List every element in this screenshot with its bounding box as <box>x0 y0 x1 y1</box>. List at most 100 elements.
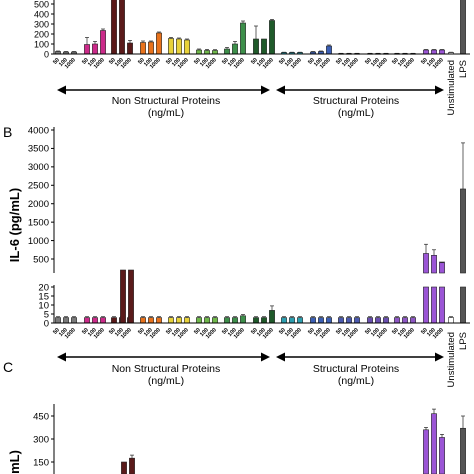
structural-label: Structural Proteins <box>313 363 399 375</box>
y-tick-label: 300 <box>33 434 49 445</box>
bar <box>111 317 117 324</box>
bar <box>423 49 429 55</box>
non-structural-unit: (ng/mL) <box>148 107 184 119</box>
structural-unit: (ng/mL) <box>338 107 374 119</box>
bar <box>196 49 202 55</box>
dose-tick-label: 50 <box>108 57 117 66</box>
bar <box>128 269 134 324</box>
bar <box>168 317 174 324</box>
bar <box>92 317 98 324</box>
bar <box>460 0 466 55</box>
bar <box>326 45 332 55</box>
bar <box>410 317 416 324</box>
non-structural-arrow-head-right <box>261 85 270 95</box>
dose-tick-label: 50 <box>137 57 146 66</box>
structural-arrow-head-right <box>435 352 444 362</box>
y-tick-label: 0 <box>44 318 49 329</box>
dose-tick-label: 100 <box>256 57 267 68</box>
bar <box>310 317 316 324</box>
dose-tick-label: 50 <box>250 327 259 336</box>
bar <box>84 317 90 324</box>
dose-tick-label: 100 <box>58 57 69 68</box>
non-structural-arrow-head-left <box>57 352 66 362</box>
dose-tick-label: 50 <box>307 57 316 66</box>
dose-tick-label: 100 <box>171 57 182 68</box>
dose-tick-label: 50 <box>193 57 202 66</box>
dose-tick-label: 100 <box>171 327 182 338</box>
bar <box>92 43 98 55</box>
non-structural-arrow-head-left <box>57 85 66 95</box>
dose-tick-label: 100 <box>143 57 154 68</box>
dose-tick-label: 100 <box>426 327 437 338</box>
bar <box>71 317 77 324</box>
bar <box>367 317 373 324</box>
bar <box>240 22 246 55</box>
bar <box>338 317 344 324</box>
structural-label: Structural Proteins <box>313 95 399 107</box>
bar <box>423 253 429 274</box>
y-tick-label: 3500 <box>28 144 49 155</box>
bar <box>448 317 454 324</box>
dose-tick-label: 50 <box>391 57 400 66</box>
structural-arrow-head-right <box>435 85 444 95</box>
dose-tick-label: 50 <box>81 57 90 66</box>
dose-tick-label: 50 <box>335 327 344 336</box>
dose-tick-label: 50 <box>307 327 316 336</box>
bar <box>224 48 230 55</box>
bar <box>176 38 182 55</box>
bar <box>460 286 466 324</box>
bar <box>204 50 210 55</box>
bar <box>460 427 466 474</box>
bar <box>156 317 162 324</box>
dose-tick-label: 50 <box>278 57 287 66</box>
dose-tick-label: 100 <box>227 327 238 338</box>
dose-tick-label: 100 <box>341 57 352 68</box>
y-tick-label: 3000 <box>28 162 49 173</box>
bar <box>176 317 182 324</box>
non-structural-label: Non Structural Proteins <box>112 363 221 375</box>
bar <box>460 188 466 274</box>
bar <box>269 20 275 55</box>
y-tick-label: 100 <box>34 39 49 49</box>
panel-letter-c: C <box>3 359 13 375</box>
bar <box>253 317 259 324</box>
bar <box>346 317 352 324</box>
bar <box>326 317 332 324</box>
y-tick-label: 300 <box>34 19 49 29</box>
dose-tick-label: 100 <box>341 327 352 338</box>
non-structural-unit: (ng/mL) <box>148 375 184 387</box>
bar <box>375 317 381 324</box>
dose-tick-label: 100 <box>370 57 381 68</box>
y-tick-label: 4000 <box>28 125 49 136</box>
bar <box>140 317 146 324</box>
dose-tick-label: 100 <box>426 57 437 68</box>
bar <box>289 317 295 324</box>
dose-tick-label: 50 <box>278 327 287 336</box>
dose-tick-label: 100 <box>87 57 98 68</box>
dose-tick-label: 100 <box>114 327 125 338</box>
bar <box>431 286 437 324</box>
bar <box>261 317 267 324</box>
bar <box>439 437 445 474</box>
y-tick-label: 500 <box>34 0 49 9</box>
bar <box>253 38 259 55</box>
bar <box>431 49 437 55</box>
dose-tick-label: 100 <box>313 327 324 338</box>
dose-tick-label: 100 <box>397 57 408 68</box>
dose-tick-label: 50 <box>165 327 174 336</box>
panel-c: C 150 300 450 mL) <box>3 359 466 474</box>
non-structural-label: Non Structural Proteins <box>112 95 221 107</box>
bar <box>100 317 106 324</box>
bar <box>431 255 437 274</box>
control-label-lps: LPS <box>458 60 469 78</box>
y-tick-label: 0 <box>44 49 49 59</box>
structural-arrow-head-left <box>276 352 285 362</box>
bar <box>120 269 126 324</box>
bar <box>111 0 117 55</box>
bar <box>431 413 437 474</box>
y-tick-label: 150 <box>33 457 49 468</box>
y-tick-label: 1000 <box>28 236 49 247</box>
dose-tick-label: 100 <box>370 327 381 338</box>
